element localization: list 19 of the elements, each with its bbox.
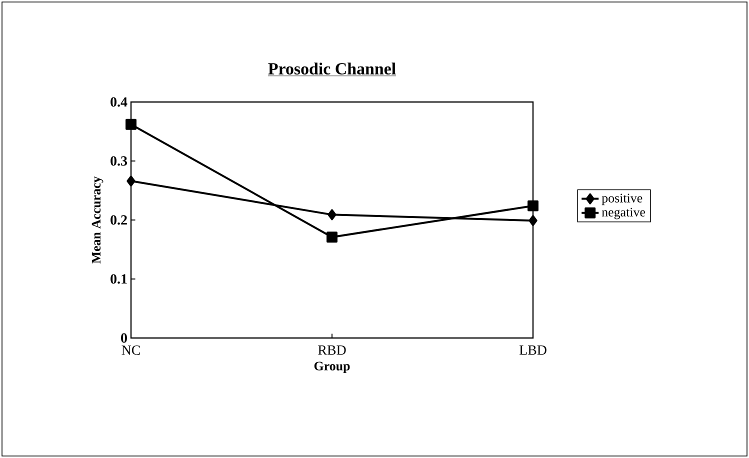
y-axis-title: Mean Accuracy [92, 176, 104, 264]
y-tick-label: 0.1 [110, 274, 127, 284]
point [528, 200, 538, 212]
y-tick-label: 0.2 [110, 215, 127, 225]
point [326, 232, 338, 243]
x-tick-label: LBD [519, 345, 546, 355]
x-tick-label: RBD [318, 345, 346, 355]
legend-label: positive [602, 194, 642, 206]
y-tick-label: 0.4 [110, 97, 128, 107]
legend-label: negative [602, 208, 646, 220]
x-axis-title: Group [314, 362, 350, 374]
point [126, 118, 136, 130]
chart-title: Prosodic Channel [268, 62, 396, 75]
y-tick-label: 0.3 [110, 156, 128, 166]
y-tick-label: 0 [121, 333, 127, 343]
point [328, 209, 336, 220]
point [126, 176, 136, 187]
x-tick-label: NC [122, 346, 140, 355]
point [528, 215, 538, 226]
